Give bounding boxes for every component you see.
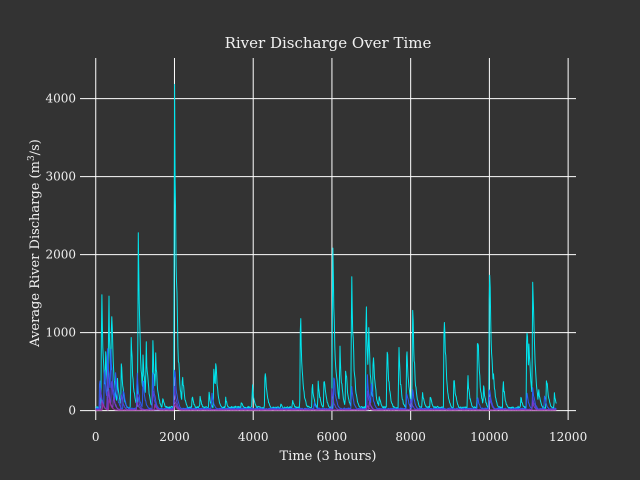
x-tick-label: 0: [92, 430, 100, 444]
y-tick-label: 2000: [45, 248, 76, 262]
series-line-1: [95, 83, 557, 410]
series-line-5: [95, 398, 557, 411]
y-tick-label: 1000: [45, 326, 76, 340]
x-tick-label: 8000: [395, 430, 426, 444]
x-tick-label: 4000: [238, 430, 269, 444]
y-axis-label: Average River Discharge (m3/s): [27, 139, 43, 348]
y-axis-label-unit: /s): [28, 139, 43, 155]
y-tick-label: 4000: [45, 92, 76, 106]
x-tick-label: 2000: [159, 430, 190, 444]
x-axis-label: Time (3 hours): [280, 449, 377, 464]
chart-title: River Discharge Over Time: [225, 34, 432, 52]
x-tick-label: 12000: [549, 430, 587, 444]
tick-labels: 0 2000 4000 6000 8000 10000 12000 0 1000 2000 3000…: [45, 92, 587, 444]
x-tick-label: 6000: [317, 430, 348, 444]
y-axis-label-superscript: 3: [27, 155, 37, 161]
x-tick-label: 10000: [470, 430, 508, 444]
y-tick-label: 0: [68, 404, 76, 418]
y-tick-label: 3000: [45, 170, 76, 184]
y-axis-label-main: Average River Discharge (m: [28, 161, 43, 348]
series-lines: [95, 83, 557, 411]
